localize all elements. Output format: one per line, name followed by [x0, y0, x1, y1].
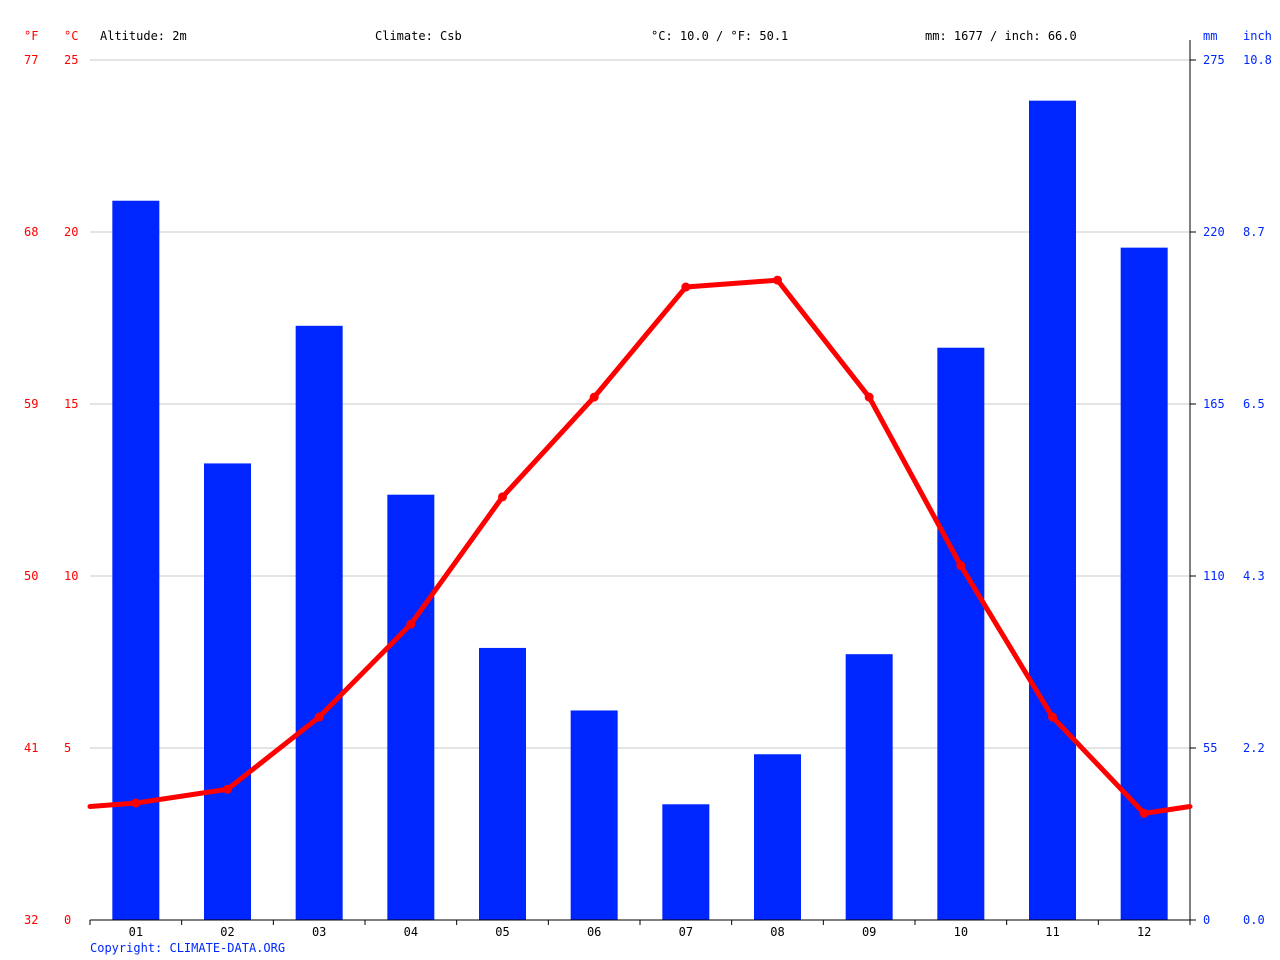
fahrenheit-tick-label: 32 [24, 913, 38, 927]
climate-label: Climate: Csb [375, 29, 462, 43]
temperature-point [864, 392, 874, 402]
precipitation-bar [1120, 247, 1168, 921]
temperature-point [223, 784, 232, 794]
mm-unit-label: mm [1203, 29, 1218, 43]
mm-tick-label: 220 [1203, 225, 1225, 239]
mm-tick-label: 165 [1203, 397, 1225, 411]
fahrenheit-unit-label: °F [24, 29, 39, 43]
temperature-point [589, 392, 599, 402]
month-label: 12 [1137, 925, 1151, 939]
temperature-average-label: °C: 10.0 / °F: 50.1 [651, 29, 789, 43]
inch-tick-label: 6.5 [1243, 397, 1265, 411]
precipitation-bar [479, 647, 526, 920]
fahrenheit-tick-label: 41 [24, 741, 38, 755]
precipitation-bar [387, 494, 435, 920]
month-label: 11 [1045, 925, 1059, 939]
precipitation-bar [937, 347, 985, 920]
temperature-point [1139, 808, 1149, 818]
precipitation-bar [295, 325, 343, 920]
precipitation-bar [754, 754, 801, 920]
temperature-point [406, 619, 416, 629]
precipitation-bar [112, 200, 160, 920]
month-label: 01 [129, 925, 143, 939]
altitude-label: Altitude: 2m [100, 29, 187, 43]
month-label: 05 [495, 925, 509, 939]
precipitation-bar [845, 654, 893, 920]
month-label: 04 [404, 925, 418, 939]
inch-tick-label: 10.8 [1243, 53, 1272, 67]
inch-tick-label: 8.7 [1243, 225, 1265, 239]
fahrenheit-tick-label: 50 [24, 569, 38, 583]
celsius-tick-label: 5 [64, 741, 71, 755]
fahrenheit-tick-label: 68 [24, 225, 38, 239]
inch-tick-label: 2.2 [1243, 741, 1265, 755]
mm-tick-label: 0 [1203, 913, 1210, 927]
precipitation-bar [1029, 100, 1076, 921]
temperature-point [1048, 712, 1057, 722]
precipitation-total-label: mm: 1677 / inch: 66.0 [925, 29, 1077, 43]
mm-tick-label: 110 [1203, 569, 1225, 583]
temperature-point [314, 712, 324, 722]
mm-tick-label: 55 [1203, 741, 1217, 755]
celsius-tick-label: 10 [64, 569, 78, 583]
celsius-tick-label: 20 [64, 225, 78, 239]
fahrenheit-tick-label: 77 [24, 53, 38, 67]
temperature-point [131, 798, 141, 808]
precipitation-bar [204, 463, 251, 920]
inch-tick-label: 0.0 [1243, 913, 1265, 927]
celsius-tick-label: 0 [64, 913, 71, 927]
inch-unit-label: inch [1243, 29, 1272, 43]
temperature-point [773, 275, 782, 285]
precipitation-bar [662, 804, 710, 920]
month-label: 02 [220, 925, 234, 939]
copyright-link[interactable]: Copyright: CLIMATE-DATA.ORG [90, 941, 286, 955]
month-label: 08 [770, 925, 784, 939]
temperature-point [681, 282, 691, 292]
month-label: 06 [587, 925, 601, 939]
month-label: 10 [954, 925, 968, 939]
precipitation-bar [570, 710, 618, 920]
month-label: 09 [862, 925, 876, 939]
month-label: 07 [679, 925, 693, 939]
temperature-point [498, 492, 507, 502]
month-label: 03 [312, 925, 326, 939]
celsius-tick-label: 25 [64, 53, 78, 67]
temperature-line [87, 277, 1193, 816]
mm-tick-label: 275 [1203, 53, 1225, 67]
temperature-point [956, 561, 966, 571]
celsius-tick-label: 15 [64, 397, 78, 411]
celsius-unit-label: °C [64, 29, 79, 43]
fahrenheit-tick-label: 59 [24, 397, 38, 411]
inch-tick-label: 4.3 [1243, 569, 1265, 583]
